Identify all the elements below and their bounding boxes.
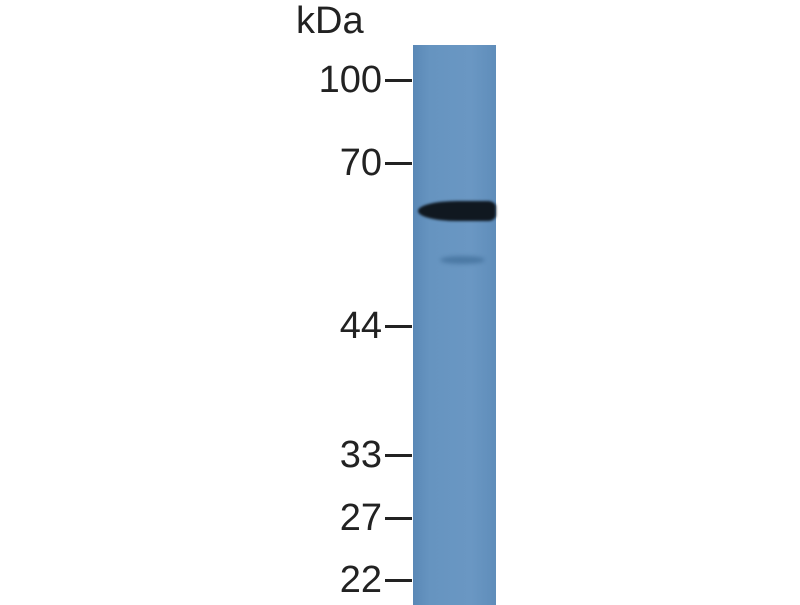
faint-band [440,256,485,264]
blot-lane [413,45,496,605]
marker-tick-100 [385,79,412,82]
marker-label-22: 22 [339,559,382,601]
marker-label-70: 70 [339,142,382,184]
marker-label-27: 27 [339,497,382,539]
marker-label-100: 100 [318,59,382,101]
marker-tick-27 [385,517,412,520]
marker-tick-70 [385,162,412,165]
marker-label-44: 44 [339,305,382,347]
marker-tick-44 [385,325,412,328]
marker-tick-33 [385,454,412,457]
unit-label: kDa [296,0,364,42]
main-band [418,201,496,221]
marker-label-33: 33 [339,434,382,476]
marker-tick-22 [385,579,412,582]
